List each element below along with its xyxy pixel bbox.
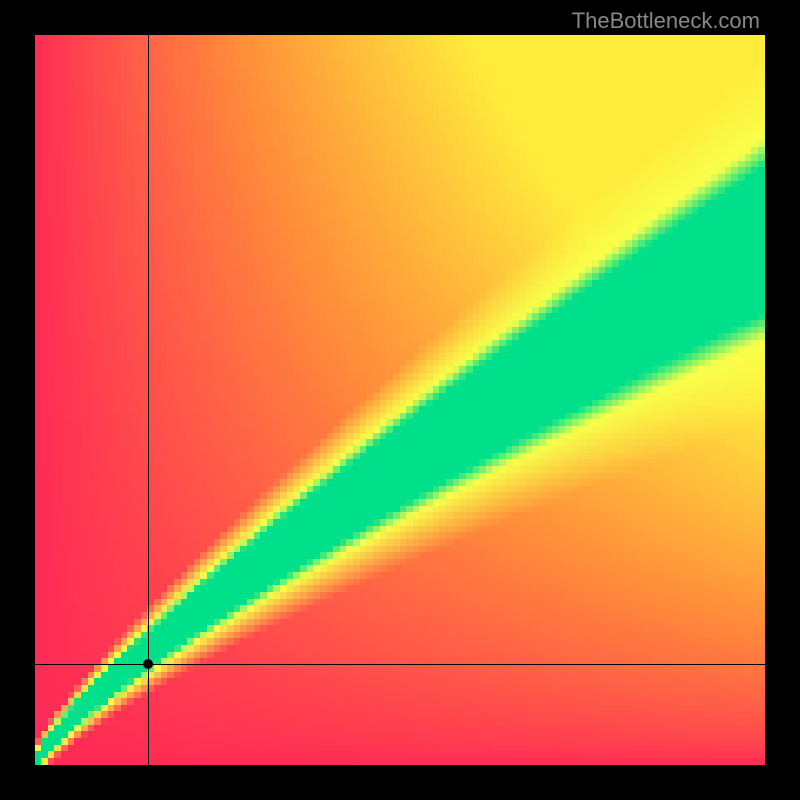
heatmap-canvas xyxy=(35,35,765,765)
watermark-text: TheBottleneck.com xyxy=(572,8,760,34)
crosshair-vertical xyxy=(148,35,149,765)
chart-container: TheBottleneck.com xyxy=(0,0,800,800)
plot-area xyxy=(35,35,765,765)
crosshair-marker xyxy=(143,659,153,669)
